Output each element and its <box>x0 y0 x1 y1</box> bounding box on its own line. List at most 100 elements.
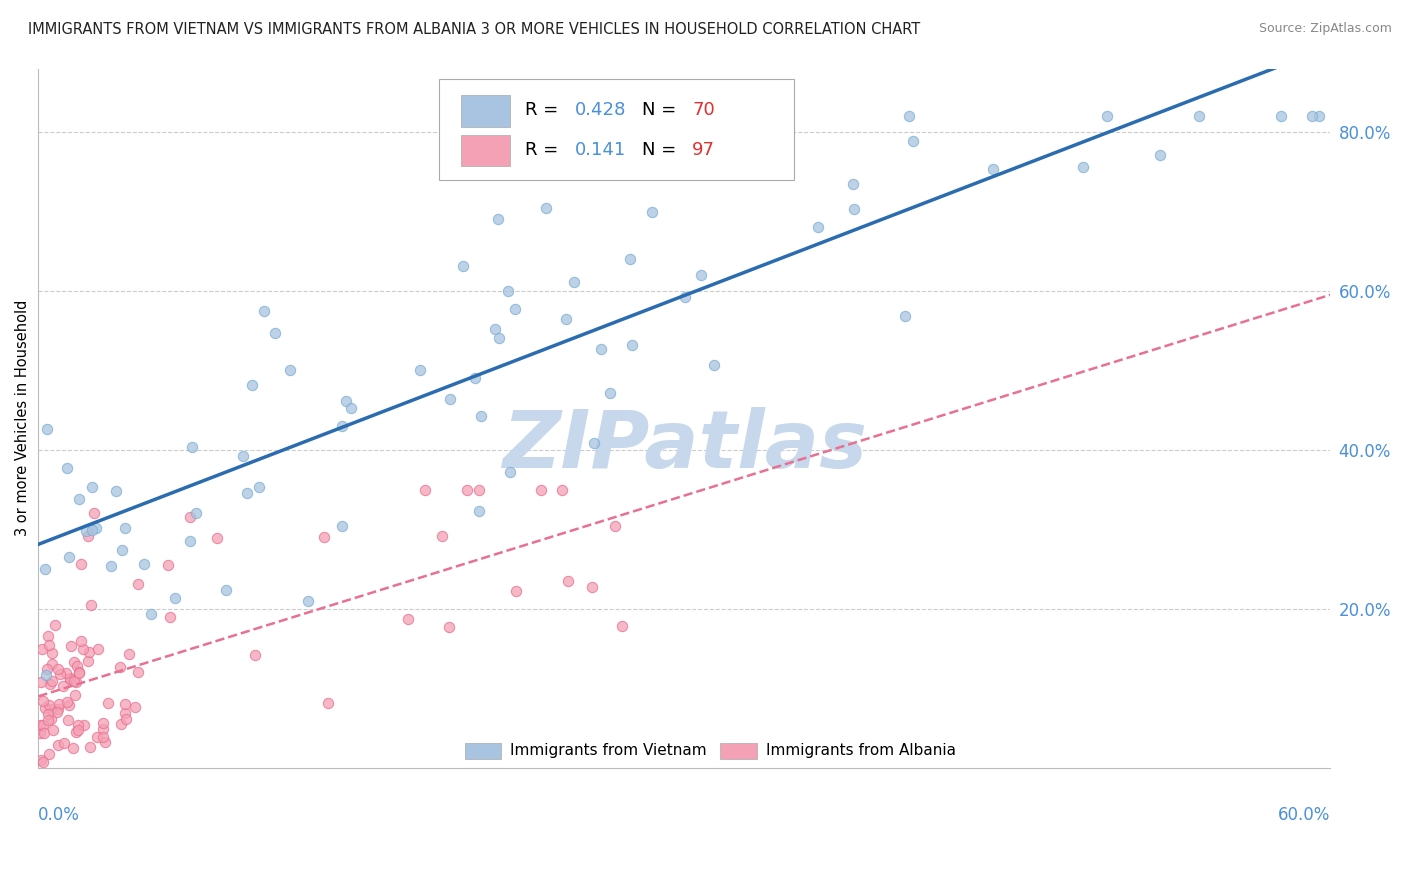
Point <box>1308 109 1330 123</box>
Point <box>505 584 527 599</box>
Point <box>141 607 163 621</box>
Point <box>39 702 62 716</box>
Point <box>75 524 97 538</box>
Point <box>48 698 70 712</box>
Point <box>67 666 90 681</box>
Point <box>470 409 492 424</box>
Point <box>62 740 84 755</box>
Point <box>111 543 134 558</box>
Point <box>903 134 925 148</box>
Point <box>456 483 478 497</box>
Point <box>551 483 574 497</box>
Point <box>264 326 287 340</box>
Point <box>46 705 69 719</box>
Point <box>981 161 1004 176</box>
Point <box>86 730 108 744</box>
Point <box>673 290 696 304</box>
Point <box>330 418 353 433</box>
Text: Source: ZipAtlas.com: Source: ZipAtlas.com <box>1258 22 1392 36</box>
Point <box>557 574 579 588</box>
Point <box>42 723 65 738</box>
Point <box>1095 109 1118 123</box>
Point <box>79 740 101 755</box>
Point <box>105 483 128 498</box>
Point <box>108 660 131 674</box>
Y-axis label: 3 or more Vehicles in Household: 3 or more Vehicles in Household <box>15 300 30 536</box>
Point <box>31 717 53 731</box>
Point <box>93 715 115 730</box>
Point <box>413 483 436 497</box>
Point <box>82 480 104 494</box>
Point <box>31 754 53 768</box>
Point <box>1270 109 1292 123</box>
Point <box>297 594 319 608</box>
Point <box>87 641 110 656</box>
Point <box>37 629 59 643</box>
Point <box>69 634 91 648</box>
Point <box>603 519 626 533</box>
Point <box>63 674 86 689</box>
Point <box>37 662 59 676</box>
Point <box>46 662 69 676</box>
Text: R =: R = <box>526 141 564 160</box>
Text: 0.141: 0.141 <box>575 141 626 160</box>
Point <box>100 559 122 574</box>
Point <box>60 639 83 653</box>
FancyBboxPatch shape <box>464 742 501 759</box>
Point <box>114 706 136 721</box>
Point <box>690 268 713 282</box>
Point <box>253 304 276 318</box>
Point <box>468 504 491 518</box>
Point <box>56 695 79 709</box>
Text: 97: 97 <box>692 141 716 160</box>
Point <box>430 529 453 543</box>
Point <box>65 724 87 739</box>
Point <box>620 338 643 352</box>
Point <box>530 483 553 497</box>
Point <box>464 371 486 385</box>
Point <box>73 718 96 732</box>
Point <box>67 492 90 507</box>
Point <box>232 449 254 463</box>
Point <box>163 591 186 606</box>
Point <box>215 583 238 598</box>
Text: ZIPatlas: ZIPatlas <box>502 407 866 485</box>
Text: 0.0%: 0.0% <box>38 806 80 824</box>
Point <box>582 436 605 450</box>
Text: 60.0%: 60.0% <box>1278 806 1330 824</box>
Point <box>53 736 76 750</box>
Point <box>70 557 93 571</box>
Point <box>79 645 101 659</box>
FancyBboxPatch shape <box>461 95 510 127</box>
Point <box>59 671 82 685</box>
Point <box>93 730 115 744</box>
Point <box>56 713 79 727</box>
Point <box>316 696 339 710</box>
Point <box>179 509 201 524</box>
Point <box>127 665 149 680</box>
Point <box>31 642 53 657</box>
Point <box>72 642 94 657</box>
Point <box>555 311 578 326</box>
Point <box>396 612 419 626</box>
FancyBboxPatch shape <box>439 79 794 180</box>
Point <box>37 707 59 722</box>
Point <box>59 673 82 687</box>
Point <box>703 358 725 372</box>
Point <box>562 275 585 289</box>
Point <box>58 550 80 565</box>
Text: R =: R = <box>526 102 564 120</box>
Point <box>91 722 114 736</box>
Point <box>48 702 70 716</box>
Point <box>52 679 75 693</box>
Point <box>245 648 267 663</box>
Point <box>330 519 353 533</box>
Point <box>505 302 527 317</box>
Point <box>63 655 86 669</box>
Point <box>484 322 506 336</box>
Point <box>240 377 263 392</box>
Point <box>114 521 136 535</box>
Point <box>451 259 474 273</box>
Point <box>339 401 361 415</box>
Point <box>439 620 461 634</box>
